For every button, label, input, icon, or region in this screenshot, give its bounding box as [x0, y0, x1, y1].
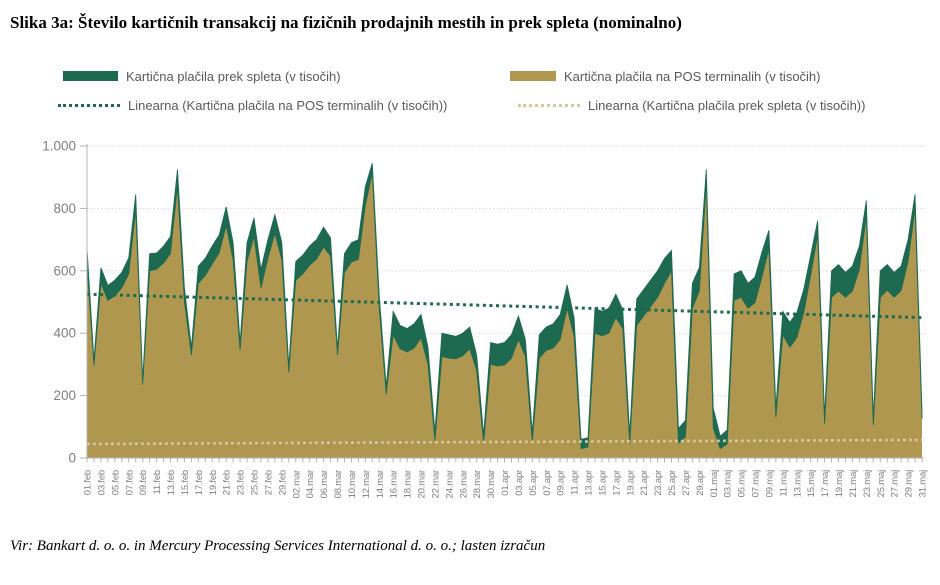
- legend-item-online: Kartična plačila prek spleta (v tisočih): [63, 66, 341, 86]
- x-tick-label: 04.mar: [305, 470, 316, 498]
- x-tick-label: 26.mar: [458, 470, 469, 498]
- x-tick-label: 12.mar: [361, 470, 372, 498]
- trendline-online: [86, 438, 923, 446]
- x-tick-label: 17.feb: [194, 470, 205, 495]
- legend-label-pos: Kartična plačila na POS terminalih (v ti…: [564, 68, 821, 84]
- x-tick-label: 23.maj: [862, 470, 873, 497]
- x-tick-label: 20.mar: [417, 470, 428, 498]
- pos-area: [87, 173, 922, 458]
- x-tick-label: 25.maj: [876, 470, 887, 497]
- y-tick-label: 200: [53, 388, 76, 403]
- x-tick-label: 25.apr: [667, 470, 678, 496]
- x-tick-label: 16.mar: [389, 470, 400, 498]
- source-note: Vir: Bankart d. o. o. in Mercury Process…: [10, 538, 546, 554]
- x-tick-label: 07.feb: [124, 470, 135, 495]
- x-tick-label: 21.feb: [222, 470, 233, 495]
- x-tick-label: 14.mar: [375, 470, 386, 498]
- x-tick-label: 07.apr: [542, 470, 553, 496]
- x-tick-label: 27.feb: [263, 470, 274, 495]
- legend-swatch-pos: [510, 71, 556, 81]
- x-tick-label: 19.maj: [834, 470, 845, 497]
- y-tick-label: 600: [53, 263, 76, 278]
- x-tick-label: 09.feb: [138, 470, 149, 495]
- legend-label-trend-pos: Linearna (Kartična plačila na POS termin…: [128, 97, 448, 113]
- x-tick-label: 21.apr: [639, 470, 650, 496]
- x-tick-label: 11.maj: [778, 470, 789, 497]
- x-tick-label: 03.apr: [514, 470, 525, 496]
- x-tick-label: 03.feb: [96, 470, 107, 495]
- x-tick-label: 28.mar: [472, 470, 483, 498]
- x-tick-label: 15.apr: [597, 470, 608, 496]
- y-tick-label: 1.000: [42, 139, 76, 154]
- legend-label-trend-online: Linearna (Kartična plačila prek spleta (…: [588, 97, 866, 113]
- x-tick-label: 05.feb: [110, 470, 121, 495]
- x-tick-label: 07.maj: [751, 470, 762, 497]
- x-tick-label: 11.feb: [152, 470, 163, 495]
- x-tick-label: 22.mar: [430, 470, 441, 498]
- legend-swatch-trend-pos: [58, 103, 120, 107]
- x-tick-label: 19.feb: [208, 470, 219, 495]
- y-tick-label: 0: [68, 451, 76, 466]
- x-tick-label: 02.mar: [291, 470, 302, 498]
- chart-legend: Kartična plačila prek spleta (v tisočih)…: [0, 62, 940, 122]
- y-tick-label: 400: [53, 326, 76, 341]
- x-tick-label: 23.feb: [236, 470, 247, 495]
- x-tick-label: 09.apr: [556, 470, 567, 496]
- legend-item-trend-online: Linearna (Kartična plačila prek spleta (…: [518, 95, 865, 115]
- x-tick-label: 29.maj: [904, 470, 915, 497]
- x-tick-label: 10.mar: [347, 470, 358, 498]
- x-tick-label: 27.apr: [681, 470, 692, 496]
- x-tick-label: 23.apr: [653, 470, 664, 496]
- x-tick-label: 13.feb: [166, 470, 177, 495]
- x-tick-label: 27.maj: [890, 470, 901, 497]
- chart-title: Slika 3a: Število kartičnih transakcij n…: [10, 13, 682, 32]
- x-tick-label: 17.apr: [611, 470, 622, 496]
- legend-swatch-trend-online: [518, 103, 580, 107]
- x-tick-label: 11.apr: [570, 470, 581, 495]
- x-tick-label: 13.maj: [792, 470, 803, 497]
- x-tick-label: 09.maj: [764, 470, 775, 497]
- x-tick-label: 29.feb: [277, 470, 288, 495]
- online-area: [86, 163, 923, 450]
- x-tick-label: 24.mar: [444, 470, 455, 498]
- x-tick-label: 01.maj: [709, 470, 720, 497]
- trendline-pos: [86, 292, 923, 320]
- x-tick-label: 03.maj: [723, 470, 734, 497]
- y-tick-label: 800: [53, 201, 76, 216]
- x-tick-label: 01.feb: [83, 470, 94, 495]
- legend-swatch-online: [63, 71, 118, 81]
- x-tick-label: 30.mar: [486, 470, 497, 498]
- x-tick-label: 08.mar: [333, 470, 344, 498]
- x-tick-label: 25.feb: [250, 470, 261, 495]
- x-tick-label: 01.apr: [500, 470, 511, 496]
- x-tick-label: 31.maj: [918, 470, 929, 497]
- x-tick-label: 21.maj: [848, 470, 859, 497]
- x-tick-label: 06.mar: [319, 470, 330, 498]
- x-tick-label: 15.feb: [180, 470, 191, 495]
- legend-item-trend-pos: Linearna (Kartična plačila na POS termin…: [58, 95, 447, 115]
- legend-item-pos: Kartična plačila na POS terminalih (v ti…: [510, 66, 821, 86]
- x-tick-label: 29.apr: [695, 470, 706, 496]
- x-tick-label: 17.maj: [820, 470, 831, 497]
- x-tick-label: 18.mar: [403, 470, 414, 498]
- x-tick-label: 05.maj: [737, 470, 748, 497]
- x-tick-label: 15.maj: [806, 470, 817, 497]
- legend-label-online: Kartična plačila prek spleta (v tisočih): [126, 68, 341, 84]
- x-tick-label: 13.apr: [584, 470, 595, 496]
- x-tick-label: 05.apr: [528, 470, 539, 496]
- x-tick-label: 19.apr: [625, 470, 636, 496]
